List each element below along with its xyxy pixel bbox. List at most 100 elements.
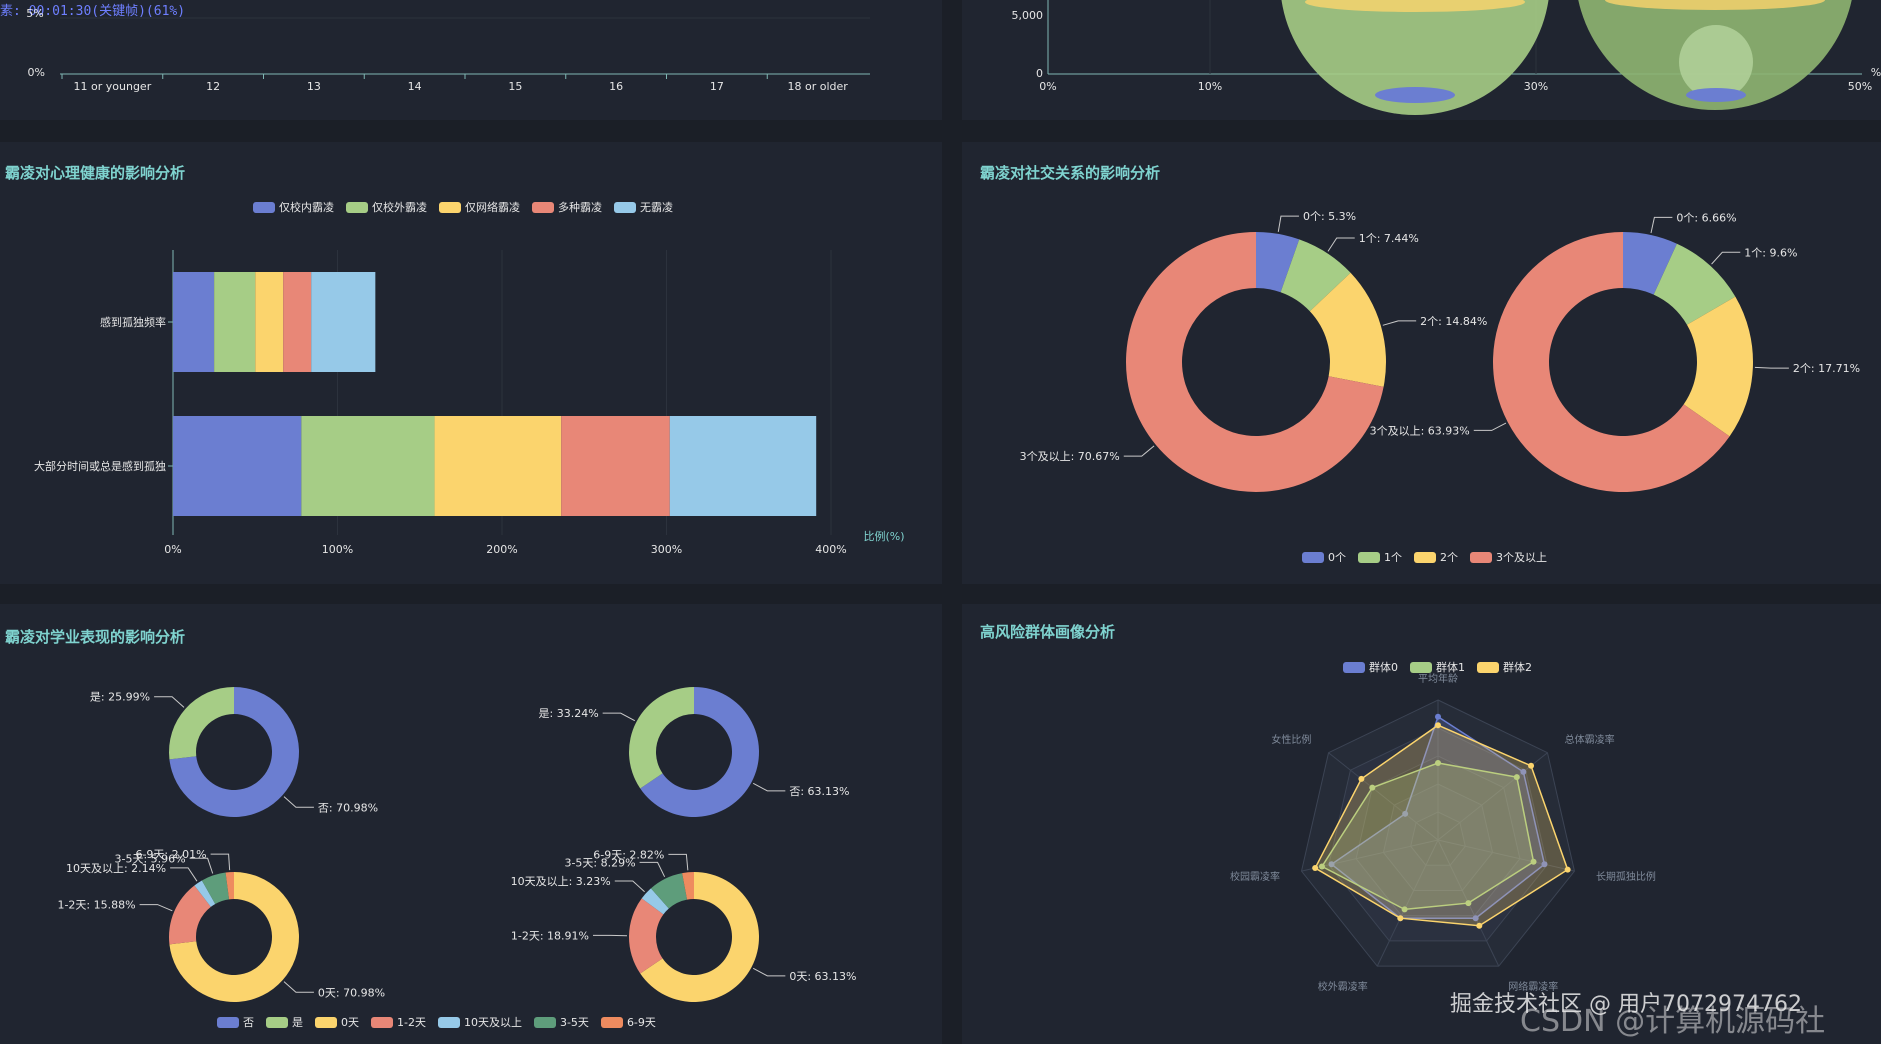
radar-legend[interactable]: 群体0 群体1 群体2 [1343,659,1532,675]
social-donut-right-label-line [1754,366,1789,369]
social-donut-right-slice [1493,232,1730,492]
radar-axis [1328,752,1439,841]
legend-item-multiple[interactable]: 多种霸凌 [532,199,602,215]
academic-donut-3-label-line [139,904,173,912]
academic-donut-3-slice [169,885,211,945]
legend-item-1-2days[interactable]: 1-2天 [371,1014,426,1030]
legend-item-group2[interactable]: 群体2 [1477,659,1532,675]
timer-overlay: 素: 00:01:30(关键帧)(61%) [0,4,186,19]
academic-donut-1-slice [169,687,299,818]
social-donut-left-label-line [1123,445,1155,457]
academic-donut-3-label: 0天: 70.98% [318,986,385,999]
social-legend[interactable]: 0个 1个 2个 3个及以上 [1302,549,1547,565]
mental-x-label: 比例(%) [863,529,904,543]
academic-donut-3-label-line [189,857,214,874]
legend-item-group0[interactable]: 群体0 [1343,659,1398,675]
academic-donut-3-label: 6-9天: 2.01% [135,848,206,861]
radar-point [1476,922,1483,929]
academic-donut-4-slice [641,888,669,915]
bubble-x-extra: % [1871,66,1881,79]
radar-point [1528,762,1535,769]
academic-donut-3-slice [201,872,230,904]
legend-item-6-9days[interactable]: 6-9天 [600,1014,656,1030]
legend-item-none[interactable]: 无霸凌 [614,199,673,215]
legend-item-3-5days[interactable]: 3-5天 [533,1014,589,1030]
mental-x-tick: 300% [651,543,682,556]
legend-item-1[interactable]: 1个 [1358,549,1402,565]
social-donut-right-label-line [1473,422,1507,431]
academic-donut-4-label-line [668,853,689,871]
social-donut-left-label-line [1327,237,1355,252]
radar-axis [1437,839,1575,872]
mental-bar-segment [669,416,817,516]
legend-item-2[interactable]: 2个 [1414,549,1458,565]
bubble-point-inner [1679,25,1753,99]
social-donut-right-label: 1个: 9.6% [1744,246,1797,259]
academic-donut-4-slice [650,873,688,909]
bubble-y-tick: 0 [1036,67,1043,80]
academic-donut-4-label: 10天及以上: 3.23% [511,875,611,888]
bubble-x-tick: 10% [1198,80,1222,93]
panel-age [0,0,942,120]
radar-point [1402,810,1409,817]
social-donut-right-label: 3个及以上: 63.93% [1370,424,1470,437]
academic-donut-2-label: 否: 63.13% [789,785,849,798]
mental-x-tick: 0% [164,543,181,556]
legend-item-0[interactable]: 0个 [1302,549,1346,565]
legend-item-outside[interactable]: 仅校外霸凌 [346,199,427,215]
panel-academic [0,604,942,1044]
academic-donut-1-label-line [154,696,185,708]
radar-indicator-label: 校园霸凌率 [1230,870,1280,883]
legend-item-10plus[interactable]: 10天及以上 [437,1014,522,1030]
academic-donut-3-label-line [170,867,198,882]
academic-donut-4-slice [682,872,694,900]
legend-item-group1[interactable]: 群体1 [1410,659,1465,675]
legend-item-0days[interactable]: 0天 [315,1014,359,1030]
radar-series-area [1330,715,1546,919]
bubble-point-shadow [1686,88,1746,102]
bubble-x-tick: 50% [1848,80,1872,93]
watermark-csdn: CSDN @计算机源码社 [1520,1004,1826,1039]
radar-indicator-label: 网络霸凌率 [1508,980,1558,993]
bubble-x-tick: 0% [1039,80,1056,93]
mental-y-tick: 感到孤独频率 [100,315,166,329]
social-donut-left-slice [1309,272,1386,387]
academic-donut-2-slice [640,687,760,818]
mental-health-legend[interactable]: 仅校内霸凌 仅校外霸凌 仅网络霸凌 多种霸凌 无霸凌 [253,199,673,215]
legend-item-3plus[interactable]: 3个及以上 [1470,549,1547,565]
radar-point [1530,858,1537,865]
radar-indicator-label: 总体霸凌率 [1565,733,1615,746]
social-donut-left-label-line [1382,320,1417,326]
radar-axis [1376,839,1439,967]
age-x-tick: 16 [609,80,623,93]
mental-bar-segment [214,272,256,372]
age-x-tick: 12 [206,80,220,93]
radar-point [1465,900,1472,907]
academic-donut-1-label-line [283,796,314,808]
academic-donut-4-slice [628,898,664,974]
social-donut-right-slice [1653,243,1736,325]
mental-bar-segment [173,416,302,516]
academic-donut-1-label: 否: 70.98% [318,801,378,814]
mental-y-tick: 大部分时间或总是感到孤独 [34,459,166,473]
social-donut-left-label-line [1277,215,1299,232]
legend-item-no[interactable]: 否 [217,1014,254,1030]
legend-item-yes[interactable]: 是 [266,1014,303,1030]
legend-item-school[interactable]: 仅校内霸凌 [253,199,334,215]
academic-donut-2-label: 是: 33.24% [539,707,599,720]
age-x-tick: 15 [508,80,522,93]
academic-donut-1-slice [168,687,234,760]
radar-point [1318,863,1325,870]
radar-point [1435,713,1441,720]
academic-donut-4-label-line [752,967,786,977]
bubble-point-highlight [1605,0,1825,10]
radar-indicator-label: 长期孤独比例 [1596,870,1656,883]
academic-donut-4-label: 3-5天: 8.29% [564,856,635,869]
legend-item-cyber[interactable]: 仅网络霸凌 [439,199,520,215]
academic-donut-1-label: 是: 25.99% [90,691,150,704]
academic-donut-3-label: 3-5天: 5.96% [115,852,186,865]
academic-legend[interactable]: 否 是 0天 1-2天 10天及以上 3-5天 6-9天 [217,1014,656,1030]
age-y-tick: 5% [26,7,43,20]
age-x-tick: 17 [710,80,724,93]
mental-bar-segment [311,272,376,372]
